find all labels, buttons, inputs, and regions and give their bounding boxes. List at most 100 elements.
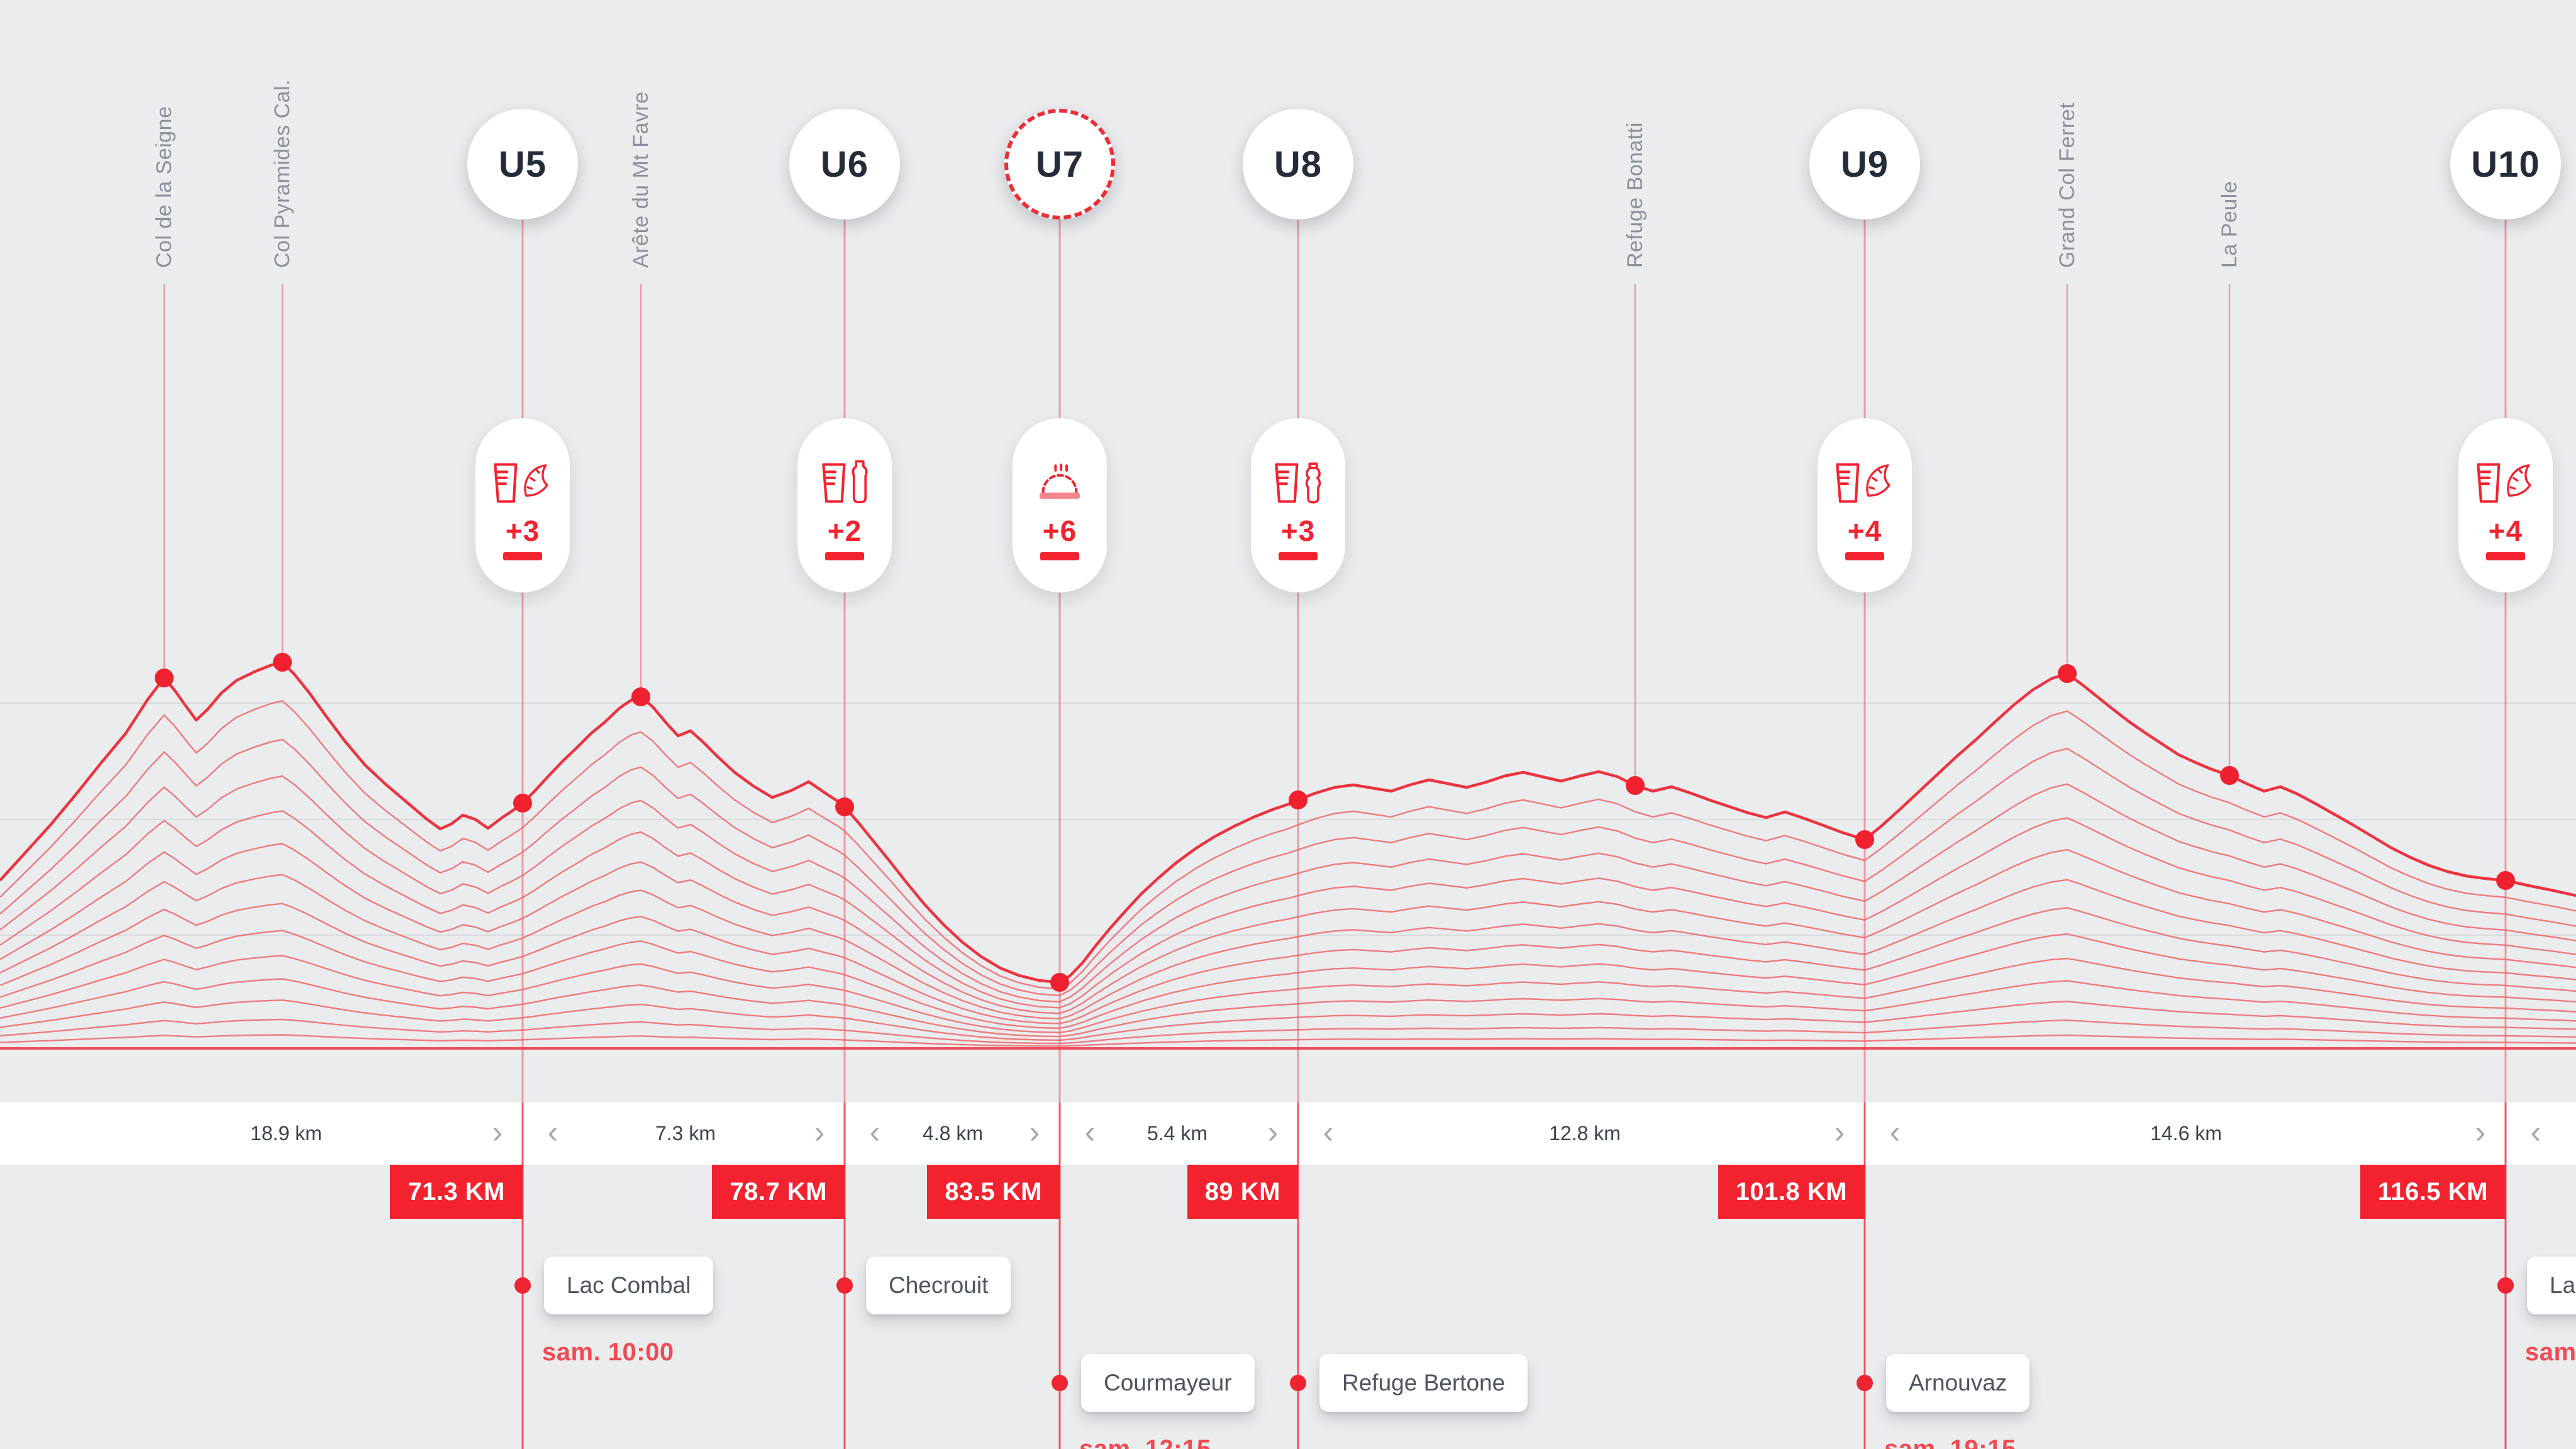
cup-icon [1835, 462, 1859, 503]
aid-count-underline [1845, 552, 1884, 560]
peak-dot [155, 669, 174, 687]
elevation-ridge-line [0, 1034, 2576, 1047]
aid-count-underline [2486, 552, 2525, 560]
checkpoint-marker-u5[interactable]: U5 [467, 109, 578, 219]
location-chip-dot [1857, 1375, 1873, 1391]
elevation-ridge-line [0, 955, 2576, 1033]
elevation-ridge-line [0, 810, 2576, 1009]
elevation-ridge-line [0, 930, 2576, 1030]
checkpoint-dot [1289, 791, 1307, 809]
checkpoint-id-label: U10 [2471, 143, 2540, 185]
km-mark-badge-u5: 71.3 KM [390, 1165, 523, 1219]
aid-more-count: +3 [1280, 514, 1316, 547]
checkpoint-id-label: U8 [1274, 143, 1323, 185]
elevation-ridge-line [0, 843, 2576, 1014]
chevron-right-icon: › [1267, 1114, 1279, 1150]
aid-services-badge-u9[interactable]: +4 [1818, 418, 1912, 592]
elevation-ridge-line [0, 978, 2576, 1038]
chevron-right-icon: › [1834, 1114, 1845, 1150]
checkpoint-dot [2496, 871, 2515, 890]
aid-more-count: +3 [505, 514, 540, 547]
peak-dot [2058, 664, 2077, 683]
cup-icon [2476, 462, 2500, 503]
segment-distance-label: 5.4 km [1146, 1122, 1208, 1145]
elevation-ridge-line [0, 874, 2576, 1019]
checkpoint-marker-u7[interactable]: U7 [1004, 109, 1115, 219]
checkpoint-marker-u8[interactable]: U8 [1243, 109, 1353, 219]
chevron-left-icon: ‹ [2530, 1114, 2541, 1150]
peak-dot [273, 653, 292, 672]
chevron-left-icon: ‹ [547, 1114, 558, 1150]
aid-icons [492, 451, 553, 504]
bottle-icon [1305, 462, 1321, 504]
chevron-right-icon: › [492, 1114, 503, 1150]
aid-services-badge-u8[interactable]: +3 [1251, 418, 1345, 592]
km-mark-badge-u9: 101.8 KM [1718, 1165, 1865, 1219]
km-mark-badge-u8: 89 KM [1187, 1165, 1298, 1219]
location-chip-u7[interactable]: Courmayeur [1081, 1354, 1255, 1412]
elevation-ridge-line [0, 738, 2576, 997]
peak-dot [631, 687, 650, 706]
aid-icons [1033, 451, 1086, 504]
bottle-icon [851, 460, 868, 503]
location-chip-u9[interactable]: Arnouvaz [1886, 1354, 2030, 1412]
elevation-ridge-line [0, 999, 2576, 1041]
aid-services-badge-u6[interactable]: +2 [797, 418, 892, 592]
croissant-icon [1865, 464, 1890, 497]
peak-label: Arête du Mt Favre [629, 91, 653, 268]
location-chip-u6[interactable]: Checrouit [866, 1257, 1011, 1314]
peak-dot [2220, 766, 2239, 785]
aid-services-badge-u7[interactable]: +6 [1013, 418, 1107, 592]
checkpoint-id-label: U9 [1840, 143, 1889, 185]
checkpoint-dot [1855, 830, 1874, 849]
elevation-ridge-line [0, 700, 2576, 990]
aid-services-badge-u5[interactable]: +3 [475, 418, 570, 592]
km-mark-badge-u6: 78.7 KM [712, 1165, 845, 1219]
chevron-left-icon: ‹ [1889, 1114, 1901, 1150]
location-chip-u5[interactable]: Lac Combal [544, 1257, 714, 1314]
aid-icons [2475, 451, 2536, 504]
peak-label: La Peule [2218, 180, 2241, 268]
checkpoint-id-label: U5 [498, 143, 547, 185]
location-chip-dot [1052, 1375, 1068, 1391]
distance-segments-band [0, 1102, 2576, 1165]
segment-distance-label: 7.3 km [655, 1122, 716, 1145]
peak-label: Refuge Bonatti [1623, 122, 1647, 268]
checkpoint-marker-u10[interactable]: U10 [2450, 109, 2561, 219]
aid-count-underline [1279, 552, 1318, 560]
chevron-right-icon: › [1029, 1114, 1040, 1150]
location-chip-dot [836, 1277, 853, 1294]
aid-icons [1274, 451, 1323, 504]
peak-label: Col de la Seigne [152, 106, 176, 268]
peak-dot [1626, 776, 1645, 795]
passage-time-u9: sam. 19:15 [1884, 1435, 2016, 1449]
aid-count-underline [503, 552, 542, 560]
chevron-right-icon: › [2475, 1114, 2486, 1150]
segment-distance-label: 14.6 km [2150, 1122, 2222, 1145]
elevation-ridge-line [0, 775, 2576, 1003]
elevation-ridge-line [0, 1018, 2576, 1045]
checkpoint-marker-u6[interactable]: U6 [789, 109, 900, 219]
peak-label: Grand Col Ferret [2055, 102, 2079, 268]
checkpoint-marker-u9[interactable]: U9 [1809, 109, 1920, 219]
chevron-left-icon: ‹ [1084, 1114, 1096, 1150]
location-chip-dot [1290, 1375, 1306, 1391]
checkpoint-id-label: U6 [820, 143, 869, 185]
aid-count-underline [825, 552, 864, 560]
croissant-icon [523, 464, 548, 497]
elevation-ridge-line [0, 902, 2576, 1024]
aid-services-badge-u10[interactable]: +4 [2458, 418, 2553, 592]
peak-label: Col Pyramides Cal. [270, 79, 294, 268]
cup-icon [821, 462, 845, 503]
checkpoint-dot [835, 797, 854, 816]
aid-more-count: +4 [2488, 514, 2523, 547]
location-chip-u8[interactable]: Refuge Bertone [1319, 1354, 1528, 1412]
location-chip-u10[interactable]: La [2527, 1257, 2576, 1314]
checkpoint-id-label: U7 [1035, 143, 1084, 185]
aid-count-underline [1040, 552, 1079, 560]
segment-distance-label: 4.8 km [922, 1122, 984, 1145]
location-chip-dot [2497, 1277, 2514, 1294]
